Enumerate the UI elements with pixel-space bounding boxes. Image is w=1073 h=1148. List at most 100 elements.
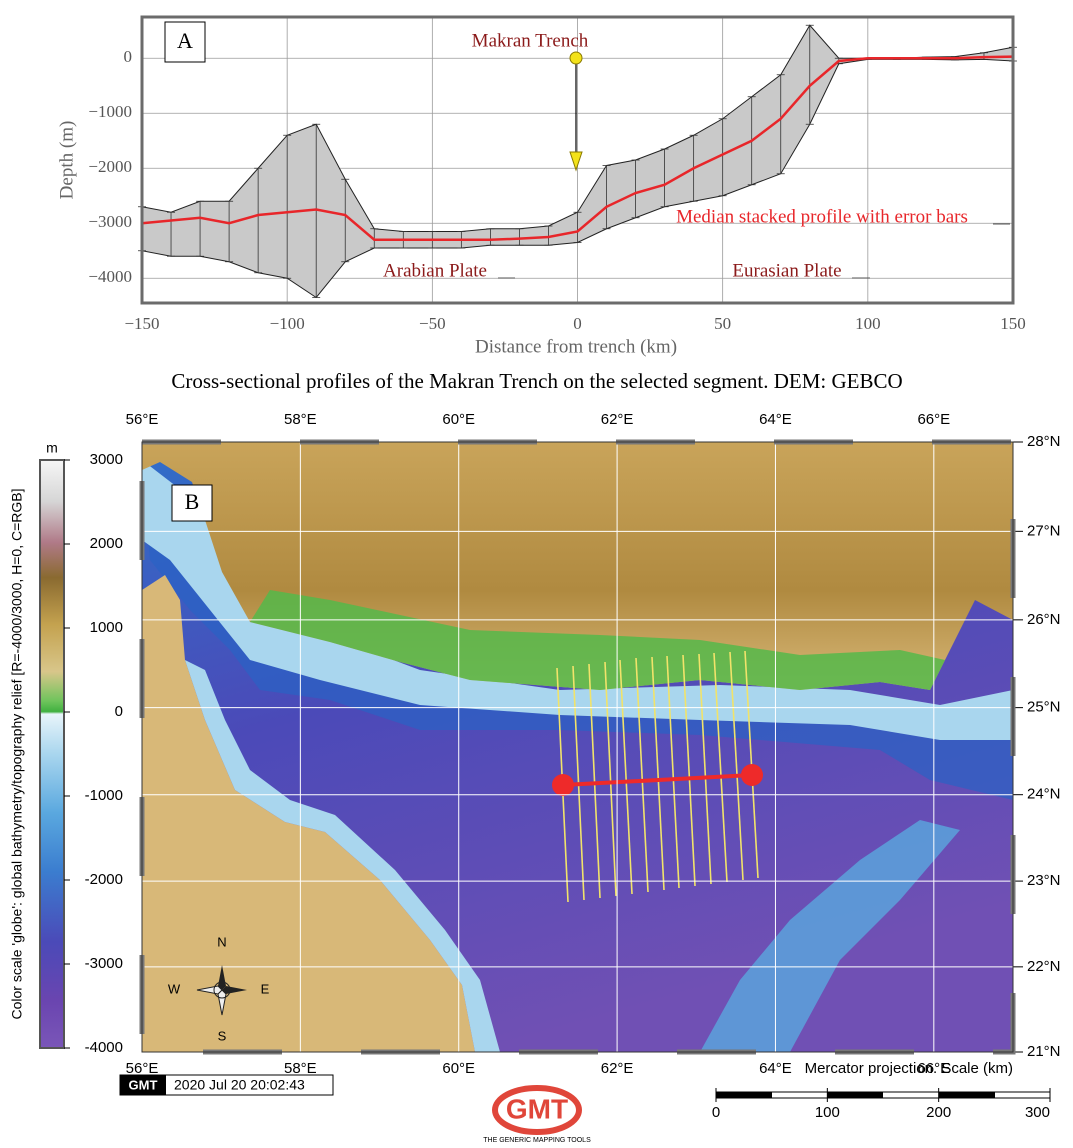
y-tick-label: −3000	[88, 212, 132, 231]
trench-segment	[562, 773, 753, 787]
shelf-south	[185, 660, 500, 1052]
map-panel: 56°E 56°E 58°E 58°E 60°E 60°E 62°E 62°E 64°E 64°E…	[9, 411, 1061, 1121]
timestamp-logo-box	[120, 1075, 166, 1095]
colorbar-tick-label: 2000	[90, 535, 123, 552]
profile-line	[588, 663, 601, 899]
scale-bar-segment	[827, 1092, 883, 1098]
colorbar-unit: m	[46, 440, 58, 456]
x-tick-label: −50	[419, 314, 446, 333]
lon-tick-label: 62°E	[601, 1060, 634, 1077]
lat-tick-label: 26°N	[1027, 611, 1061, 628]
x-tick-label: 0	[573, 314, 582, 333]
lat-tick-label: 21°N	[1027, 1043, 1061, 1060]
lat-tick-label: 27°N	[1027, 522, 1061, 539]
x-tick-label: −150	[124, 314, 159, 333]
x-tick-label: −100	[270, 314, 305, 333]
profile-line	[729, 651, 744, 881]
compass-label: E	[261, 981, 270, 996]
lon-tick-label: 58°E	[284, 411, 317, 428]
lon-tick-label: 56°E	[126, 1060, 159, 1077]
scale-tick-label: 300	[1025, 1104, 1050, 1121]
profile-line	[635, 657, 649, 893]
colorbar	[39, 459, 65, 1049]
colorbar-tick-label: -4000	[85, 1039, 123, 1056]
lon-tick-label: 66°E	[917, 411, 950, 428]
profile-line	[651, 656, 665, 891]
lat-tick-label: 28°N	[1027, 433, 1061, 450]
annotation: Median stacked profile with error bars	[676, 206, 968, 227]
panel-label-box	[164, 21, 206, 63]
lon-tick-label: 66°E	[917, 1060, 950, 1077]
shelf	[142, 460, 1013, 740]
grid: −150 −100 −50 0 50 100 150 −4000 −3000 −2000 −1000…	[88, 17, 1026, 333]
lat-tick-label: 24°N	[1027, 786, 1061, 803]
lat-tick-label: 23°N	[1027, 872, 1061, 889]
scale-bar-segment	[716, 1092, 772, 1098]
profile-line	[682, 654, 696, 887]
compass-needle	[218, 965, 226, 990]
profile-line	[604, 661, 617, 897]
colorbar-tick-label: -1000	[85, 787, 123, 804]
lon-tick-label: 58°E	[284, 1060, 317, 1077]
annotation: Arabian Plate	[383, 260, 487, 281]
annotation: Eurasian Plate	[732, 260, 841, 281]
plot-frame	[140, 15, 1015, 305]
y-tick-label: −4000	[88, 267, 132, 286]
ridge	[700, 820, 960, 1052]
profile-line	[619, 659, 633, 895]
profile-line	[698, 653, 712, 885]
compass-label: N	[217, 934, 226, 949]
footer: GMT 2020 Jul 20 20:02:43 GMT THE GENERIC…	[119, 1074, 591, 1144]
compass-label: W	[168, 981, 181, 996]
colorbar-ticks: -4000 -3000 -2000 -1000 0 1000 2000 3000	[64, 451, 123, 1056]
median-line	[141, 55, 1014, 241]
lon-tick-label: 56°E	[126, 411, 159, 428]
colorbar-tick-label: 0	[115, 703, 123, 720]
y-axis-label: Depth (m)	[56, 121, 77, 200]
colorbar-tick-label: -2000	[85, 871, 123, 888]
segment-end	[741, 764, 763, 786]
timestamp-logo: GMT	[129, 1077, 158, 1092]
x-tick-label: 100	[855, 314, 881, 333]
lon-tick-label: 60°E	[442, 1060, 475, 1077]
x-axis-label: Distance from trench (km)	[475, 336, 677, 357]
scale-bar-ticks: 0 100 200 300	[712, 1088, 1051, 1121]
lon-tick-label: 62°E	[601, 411, 634, 428]
colorbar-tick-label: 1000	[90, 619, 123, 636]
trench-marker	[569, 51, 583, 65]
x-tick-label: 150	[1000, 314, 1026, 333]
y-tick-label: 0	[124, 47, 133, 66]
profile-line	[713, 652, 728, 883]
land-south	[142, 575, 475, 1052]
scale-bar-segment	[939, 1092, 995, 1098]
projection-note: Mercator projection. Scale (km)	[805, 1060, 1013, 1077]
logo-caption: THE GENERIC MAPPING TOOLS	[483, 1137, 591, 1144]
scale-bar	[715, 1091, 1051, 1099]
compass-label: S	[218, 1028, 227, 1043]
panel-label: A	[177, 28, 193, 53]
logo-ring	[492, 1085, 582, 1135]
lat-tick-label: 22°N	[1027, 958, 1061, 975]
scale-tick-label: 100	[815, 1104, 840, 1121]
timestamp: 2020 Jul 20 20:02:43	[174, 1077, 305, 1093]
scale-tick-label: 0	[712, 1104, 720, 1121]
map-frame-line	[141, 441, 1014, 1053]
panel-label: B	[185, 489, 200, 514]
scale-tick-label: 200	[926, 1104, 951, 1121]
lon-tick-label: 64°E	[759, 1060, 792, 1077]
colorbar-tick-label: -3000	[85, 955, 123, 972]
profile-panel: −150 −100 −50 0 50 100 150 −4000 −3000 −2000 −1000…	[56, 15, 1026, 393]
y-tick-label: −1000	[88, 102, 132, 121]
colorbar-label: Color scale 'globe': global bathymetry/t…	[9, 488, 25, 1019]
profile-line	[666, 655, 680, 889]
map-image	[142, 442, 1013, 1052]
lon-tick-label: 64°E	[759, 411, 792, 428]
compass-needle	[222, 986, 247, 994]
compass-ring	[213, 981, 231, 999]
lon-tick-label: 60°E	[442, 411, 475, 428]
panel-label-box	[171, 484, 213, 522]
segment-end	[552, 774, 574, 796]
coastal-lowland	[250, 590, 945, 690]
